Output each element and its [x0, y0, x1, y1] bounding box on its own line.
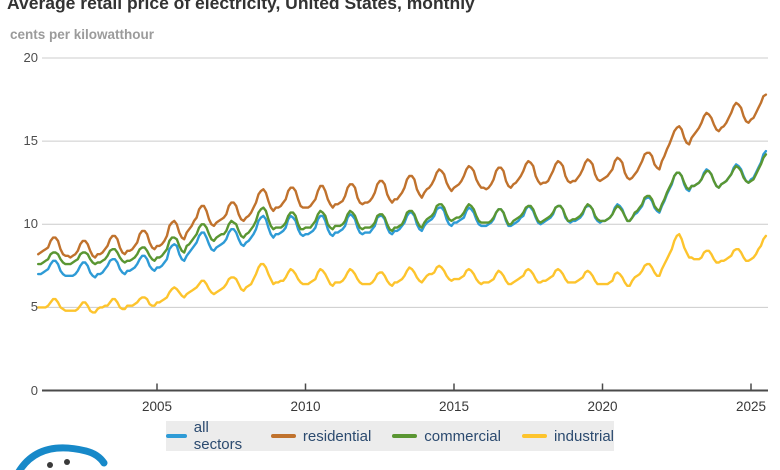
series-line-all-sectors: [37, 149, 768, 279]
eia-logo: [15, 444, 108, 470]
y-tick-label-20: 20: [23, 50, 38, 65]
x-tick-label-2010: 2010: [290, 399, 321, 414]
legend-swatch-all-sectors: [166, 434, 187, 438]
y-tick-label-10: 10: [23, 216, 38, 232]
legend-label: residential: [302, 427, 372, 445]
legend-item-industrial[interactable]: industrial: [521, 427, 614, 445]
x-tick-label-2020: 2020: [587, 399, 618, 414]
legend-swatch-commercial: [392, 434, 418, 438]
x-tick-label-2025: 2025: [735, 399, 767, 414]
x-tick-label-2005: 2005: [141, 399, 173, 414]
series-line-residential: [37, 93, 768, 259]
y-tick-label-15: 15: [23, 133, 38, 149]
legend-swatch-industrial: [521, 434, 547, 438]
legend-item-commercial[interactable]: commercial: [392, 428, 501, 445]
legend-item-residential[interactable]: residential: [270, 427, 372, 445]
legend-label: all sectors: [193, 419, 243, 453]
chart-legend: all sectors residential commercial industri…: [166, 419, 614, 453]
y-tick-label-5: 5: [30, 299, 38, 315]
legend-item-all-sectors[interactable]: all sectors: [166, 419, 250, 453]
y-tick-label-0: 0: [30, 382, 38, 398]
legend-swatch-residential: [270, 434, 296, 438]
series-line-industrial: [37, 232, 768, 314]
series-line-commercial: [37, 153, 768, 266]
legend-label: industrial: [553, 427, 614, 445]
chart-title: Average retail price of electricity, Uni…: [7, 0, 475, 13]
x-tick-label-2015: 2015: [438, 399, 470, 414]
legend-label: commercial: [424, 427, 501, 445]
y-axis-unit-label: cents per kilowatthour: [10, 27, 155, 42]
